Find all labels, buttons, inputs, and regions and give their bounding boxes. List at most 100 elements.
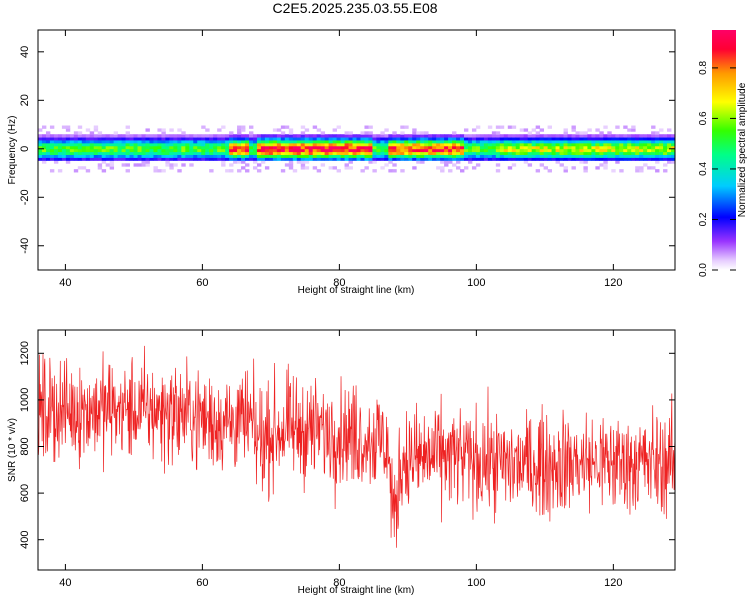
spectrogram-cell: [292, 134, 298, 138]
spectrogram-cell: [197, 137, 202, 141]
spectrogram-cell: [483, 140, 489, 144]
spectrogram-cell: [109, 140, 115, 144]
spectrogram-cell: [252, 134, 258, 138]
spectrogram-cell: [133, 154, 138, 158]
spectrogram-cell: [221, 140, 226, 144]
spectrogram-cell: [193, 145, 198, 150]
spectrogram-cell: [452, 157, 457, 161]
spectrogram-cell: [73, 140, 79, 144]
spectrogram-x-label: Height of straight line (km): [298, 285, 415, 296]
spectrogram-cell: [145, 160, 150, 164]
spectrogram-cell: [85, 157, 91, 161]
spectrogram-cell: [264, 154, 270, 158]
spectrogram-cell: [388, 148, 393, 153]
spectrogram-cell: [651, 125, 656, 129]
spectrogram-cell: [276, 154, 282, 158]
spectrogram-cell: [623, 151, 628, 156]
snr-y-tick-label: 1000: [19, 388, 31, 412]
spectrogram-cell: [141, 140, 146, 144]
spectrogram-cell: [133, 157, 138, 161]
spectrogram-cell: [368, 145, 373, 150]
spectrogram-cell: [483, 148, 489, 153]
spectrogram-cell: [97, 134, 103, 138]
spectrogram-cell: [233, 145, 238, 150]
spectrogram-cell: [647, 140, 652, 144]
spectrogram-cell: [292, 145, 298, 150]
spectrogram-cell: [571, 125, 576, 129]
spectrogram-cell: [587, 134, 592, 138]
spectrogram-cell: [511, 142, 517, 147]
spectrogram-cell: [452, 145, 457, 150]
spectrogram-cell: [408, 142, 413, 147]
spectrogram-cell: [185, 151, 190, 156]
spectrogram-cell: [53, 145, 59, 150]
spectrogram-cell: [276, 148, 282, 153]
spectrogram-cell: [245, 154, 250, 158]
spectrogram-cell: [280, 154, 286, 158]
spectrogram-cell: [615, 157, 620, 161]
spectrogram-cell: [523, 140, 529, 144]
spectrogram-cell: [491, 157, 497, 161]
spectrogram-cell: [567, 142, 572, 147]
spectrogram-cell: [157, 154, 162, 158]
spectrogram-cell: [205, 154, 210, 158]
spectrogram-cell: [380, 166, 385, 170]
spectrogram-cell: [448, 160, 453, 164]
spectrogram-cell: [539, 154, 545, 158]
spectrogram-cell: [201, 148, 206, 153]
spectrogram-cell: [45, 137, 51, 141]
spectrogram-cell: [105, 163, 111, 167]
spectrogram-cell: [57, 151, 63, 156]
spectrogram-cell: [97, 145, 103, 150]
spectrogram-cell: [49, 125, 55, 129]
spectrogram-cell: [125, 142, 130, 147]
spectrogram-cell: [300, 151, 306, 156]
spectrogram-cell: [264, 151, 270, 156]
spectrogram-cell: [113, 151, 119, 156]
spectrogram-cell: [81, 157, 87, 161]
spectrogram-cell: [45, 140, 51, 144]
spectrogram-cell: [599, 163, 604, 167]
spectrogram-cell: [507, 134, 513, 138]
spectrogram-cell: [57, 142, 63, 147]
spectrogram-cell: [276, 128, 282, 132]
spectrogram-cell: [264, 137, 270, 141]
spectrogram-cell: [519, 140, 525, 144]
spectrogram-cell: [671, 142, 676, 147]
spectrogram-cell: [436, 166, 441, 170]
spectrogram-cell: [165, 142, 170, 147]
spectrogram-cell: [547, 142, 552, 147]
spectrogram-cell: [288, 142, 294, 147]
spectrogram-cell: [635, 145, 640, 150]
spectrogram-cell: [249, 134, 254, 138]
spectrogram-cell: [65, 151, 71, 156]
spectrogram-cell: [627, 151, 632, 156]
spectrogram-cell: [511, 148, 517, 153]
spectrogram-cell: [535, 145, 541, 150]
spectrogram-cell: [241, 166, 246, 170]
spectrogram-cell: [288, 160, 294, 164]
spectrogram-cell: [276, 142, 282, 147]
spectrogram-cell: [177, 169, 182, 173]
spectrogram-cell: [280, 134, 286, 138]
spectrogram-cell: [53, 142, 59, 147]
spectrogram-cell: [252, 148, 258, 153]
spectrogram-cell: [185, 142, 190, 147]
spectrogram-cell: [229, 169, 234, 173]
spectrogram-cell: [193, 142, 198, 147]
spectrogram-cell: [336, 157, 341, 161]
spectrogram-cell: [360, 169, 365, 173]
spectrogram-cell: [527, 140, 533, 144]
spectrogram-cell: [471, 142, 477, 147]
spectrogram-cell: [141, 137, 146, 141]
spectrogram-cell: [77, 154, 83, 158]
spectrogram-cell: [591, 154, 596, 158]
spectrogram-cell: [444, 148, 449, 153]
spectrogram-cell: [38, 157, 43, 161]
spectrogram-cell: [635, 166, 640, 170]
spectrogram-cell: [312, 140, 318, 144]
spectrogram-cell: [671, 134, 676, 138]
spectrogram-cell: [328, 154, 334, 158]
spectrogram-cell: [348, 157, 353, 161]
spectrogram-cell: [41, 134, 47, 138]
